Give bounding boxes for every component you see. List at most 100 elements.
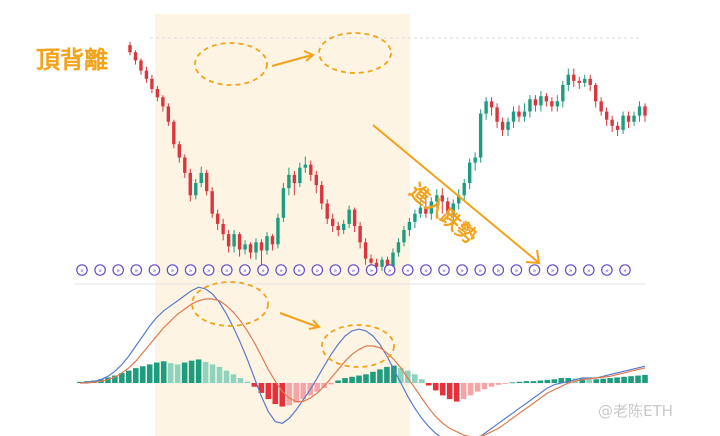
macd-histogram-bar: [335, 380, 341, 383]
candle-body: [144, 70, 149, 79]
divergence-circle-price-1: [194, 42, 268, 86]
macd-histogram-bar: [279, 383, 286, 407]
signal-marker-icon: [311, 264, 324, 276]
candle-body: [396, 242, 401, 253]
candle-body: [205, 172, 209, 192]
signal-marker-glyph: »: [460, 268, 464, 275]
candle-body: [325, 203, 329, 219]
candle-body: [314, 174, 318, 186]
candle-body: [610, 119, 614, 126]
macd-histogram-bar: [579, 378, 586, 383]
macd-histogram-bar: [181, 362, 188, 383]
signal-marker-icon: [619, 264, 631, 276]
candle-body: [139, 60, 143, 71]
macd-histogram-bar: [558, 378, 565, 383]
signal-marker-icon: [438, 264, 450, 276]
macd-histogram-bar: [419, 379, 425, 383]
signal-marker-glyph: »: [297, 268, 301, 275]
signal-marker-glyph: »: [478, 268, 482, 275]
candle-body: [407, 221, 412, 231]
macd-histogram-bar: [586, 379, 592, 383]
signal-marker-icon: [130, 264, 143, 276]
macd-histogram-bar: [300, 383, 306, 400]
macd-histogram-bar: [286, 383, 293, 406]
candle-body: [599, 101, 603, 112]
signal-marker-glyph: »: [587, 268, 591, 275]
signal-marker-icon: [383, 264, 396, 276]
signal-marker-icon: [492, 264, 505, 276]
macd-histogram-bar: [328, 383, 334, 385]
signal-marker-glyph: »: [243, 268, 247, 275]
signal-marker-glyph: »: [279, 268, 283, 275]
macd-slow-line: [80, 298, 646, 436]
signal-marker-icon: [582, 264, 595, 276]
candle-body: [276, 217, 280, 245]
macd-histogram-bar: [391, 365, 397, 383]
macd-histogram-bar: [126, 370, 132, 383]
signal-marker-glyph: »: [334, 268, 338, 275]
candle-body: [232, 234, 236, 247]
macd-histogram-bar: [439, 383, 446, 396]
macd-histogram-bar: [139, 366, 146, 383]
macd-histogram-bar: [153, 362, 160, 383]
signal-marker-icon: [329, 264, 342, 276]
candle-body: [292, 174, 297, 184]
macd-fast-line: [79, 286, 646, 436]
signal-marker-icon: [76, 264, 88, 276]
signal-marker-glyph: »: [605, 268, 609, 275]
signal-marker-icon: [202, 264, 215, 276]
macd-histogram-bar: [377, 369, 383, 383]
signal-marker-glyph: »: [424, 268, 428, 275]
signal-marker-glyph: »: [80, 268, 84, 275]
signal-marker-glyph: »: [515, 268, 519, 275]
candle-body: [331, 218, 335, 226]
candle-body: [243, 244, 247, 250]
signal-marker-glyph: »: [98, 268, 102, 275]
signal-marker-icon: [257, 264, 269, 276]
candle-body: [572, 74, 576, 81]
candle-body: [588, 78, 592, 85]
candle-body: [467, 162, 472, 184]
candle-body: [248, 244, 253, 253]
candle-body: [478, 113, 483, 158]
macd-histogram-bar: [195, 359, 202, 383]
signal-marker-glyph: »: [551, 268, 555, 275]
macd-histogram-bar: [244, 381, 251, 383]
macd-histogram-bar: [481, 383, 488, 390]
candle-body: [489, 101, 494, 108]
macd-histogram-bar: [188, 360, 195, 383]
candle-body: [435, 195, 439, 202]
macd-histogram-bar: [202, 361, 209, 383]
macd-histogram-bar: [607, 378, 613, 383]
macd-histogram-bar: [398, 368, 404, 383]
macd-histogram-bar: [516, 381, 523, 383]
macd-histogram-bar: [349, 376, 355, 383]
macd-histogram-bar: [488, 383, 495, 387]
macd-histogram-bar: [467, 383, 474, 396]
signal-marker-icon: [166, 264, 179, 276]
macd-histogram-bar: [119, 373, 125, 383]
signal-marker-icon: [528, 264, 541, 276]
candle-body: [237, 234, 242, 250]
macd-histogram-bar: [77, 381, 83, 383]
candle-body: [621, 115, 625, 130]
candle-body: [391, 252, 395, 267]
candle-body: [626, 115, 631, 122]
candle-body: [369, 258, 373, 263]
signal-marker-icon: [94, 264, 106, 276]
candle-body: [533, 99, 538, 106]
signal-marker-glyph: »: [370, 268, 374, 275]
macd-histogram-bar: [565, 378, 572, 383]
candle-body: [528, 99, 532, 112]
candle-body: [462, 183, 466, 196]
signal-marker-glyph: »: [189, 268, 193, 275]
signal-marker-glyph: »: [153, 268, 157, 275]
macd-histogram-bar: [642, 374, 648, 383]
macd-histogram-bar: [370, 371, 376, 383]
candle-body: [604, 111, 609, 120]
signal-marker-glyph: »: [225, 268, 229, 275]
macd-histogram-bar: [474, 383, 481, 392]
divergence-circle-price-2: [318, 32, 392, 74]
macd-histogram-bar: [133, 368, 139, 383]
candle-body: [440, 195, 444, 202]
